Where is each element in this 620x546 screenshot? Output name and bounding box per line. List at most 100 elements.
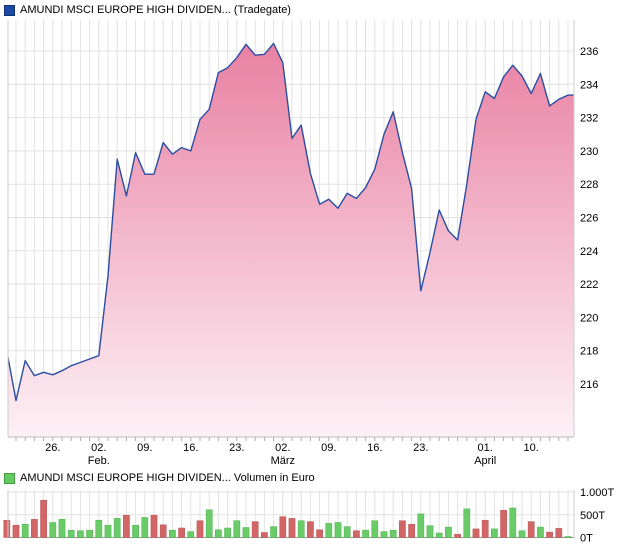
volume-bar	[159, 524, 167, 538]
volume-bar	[463, 508, 471, 538]
volume-bar	[408, 524, 415, 538]
volume-bar	[215, 529, 222, 538]
volume-bar	[67, 529, 75, 538]
volume-bar	[325, 523, 333, 538]
price-axis-label: 224	[580, 246, 598, 258]
volume-axis-label: 0T	[580, 533, 593, 545]
volume-bar	[537, 526, 544, 538]
x-axis-tick-label: 01.	[478, 442, 493, 454]
volume-bar	[417, 513, 425, 538]
volume-bar	[270, 526, 277, 538]
price-axis-label: 230	[580, 146, 598, 158]
volume-bar	[261, 532, 268, 538]
volume-bar	[178, 527, 185, 538]
volume-bar	[12, 524, 20, 538]
volume-bar	[279, 516, 287, 538]
volume-bar	[380, 531, 388, 538]
price-area-fill	[8, 43, 574, 437]
volume-bar	[454, 534, 461, 538]
volume-bar	[187, 531, 195, 538]
volume-bar	[95, 519, 103, 538]
volume-bar	[150, 515, 158, 538]
volume-bar	[491, 528, 498, 538]
x-axis-tick-label: 02.	[91, 442, 106, 454]
volume-bar	[3, 519, 11, 538]
volume-bar	[500, 510, 507, 538]
price-axis-label: 232	[580, 113, 598, 125]
volume-bar	[113, 518, 121, 538]
x-axis-tick-label: 16.	[367, 442, 382, 454]
x-axis-month-label: März	[271, 455, 295, 467]
volume-bar	[132, 524, 139, 538]
volume-bar	[426, 525, 434, 538]
volume-bar	[481, 519, 489, 538]
volume-bar	[141, 517, 149, 538]
volume-bar	[123, 515, 130, 538]
volume-chart-title: AMUNDI MSCI EUROPE HIGH DIVIDEN... Volum…	[20, 472, 315, 484]
volume-bar	[297, 520, 305, 538]
price-axis-label: 220	[580, 312, 598, 324]
price-axis-label: 218	[580, 346, 598, 358]
volume-bar	[509, 507, 517, 538]
volume-bar	[205, 509, 213, 538]
volume-bar	[86, 529, 93, 538]
volume-bar	[40, 500, 47, 538]
x-axis-tick-label: 09.	[137, 442, 152, 454]
x-axis-tick-label: 09.	[321, 442, 336, 454]
volume-bar	[233, 520, 241, 538]
volume-bar	[49, 522, 57, 538]
price-axis-label: 222	[580, 279, 598, 291]
volume-bar	[353, 530, 360, 538]
volume-bar	[435, 532, 443, 538]
volume-bar	[77, 530, 84, 538]
price-axis-label: 216	[580, 379, 598, 391]
volume-chart-header: AMUNDI MSCI EUROPE HIGH DIVIDEN... Volum…	[4, 472, 315, 484]
volume-bar	[21, 524, 29, 538]
volume-axis-label: 500T	[580, 510, 605, 522]
price-axis-label: 228	[580, 179, 598, 191]
volume-bar	[472, 528, 480, 538]
volume-bar	[316, 529, 323, 538]
volume-series-legend-icon	[4, 472, 15, 484]
x-axis-tick-label: 26.	[45, 442, 60, 454]
volume-bar	[343, 526, 351, 538]
x-axis-month-label: April	[474, 455, 496, 467]
volume-bar	[555, 528, 563, 538]
x-axis-month-label: Feb.	[88, 455, 110, 467]
x-axis-tick-label: 02.	[275, 442, 290, 454]
price-chart-header: AMUNDI MSCI EUROPE HIGH DIVIDEN... (Trad…	[4, 4, 291, 16]
volume-bar	[104, 524, 112, 538]
volume-bar	[527, 521, 535, 538]
volume-bar	[242, 527, 250, 538]
volume-bar	[362, 529, 369, 538]
volume-bar	[334, 522, 342, 538]
x-axis-tick-label: 16.	[183, 442, 198, 454]
volume-bar	[445, 526, 452, 538]
volume-bar	[518, 530, 526, 538]
x-axis-tick-label: 23.	[229, 442, 244, 454]
volume-bar	[288, 518, 296, 538]
x-axis-tick-label: 23.	[413, 442, 428, 454]
price-axis-label: 226	[580, 213, 598, 225]
volume-bar	[251, 521, 259, 538]
volume-axis-label: 1.000T	[580, 487, 615, 499]
price-chart-title: AMUNDI MSCI EUROPE HIGH DIVIDEN... (Trad…	[20, 4, 291, 16]
volume-bar	[399, 520, 406, 538]
price-axis-label: 236	[580, 46, 598, 58]
x-axis-tick-label: 10.	[524, 442, 539, 454]
volume-bar	[196, 520, 204, 538]
volume-bar	[31, 519, 38, 538]
price-series-legend-icon	[4, 4, 15, 16]
volume-bar	[371, 520, 379, 538]
price-line	[7, 42, 574, 402]
price-axis-label: 234	[580, 79, 598, 91]
volume-bar	[307, 521, 314, 538]
volume-bar	[564, 536, 572, 538]
volume-bar	[58, 519, 66, 538]
volume-bar	[546, 531, 553, 538]
volume-bar	[224, 527, 231, 538]
volume-bar	[389, 529, 397, 538]
volume-bar	[169, 529, 176, 538]
